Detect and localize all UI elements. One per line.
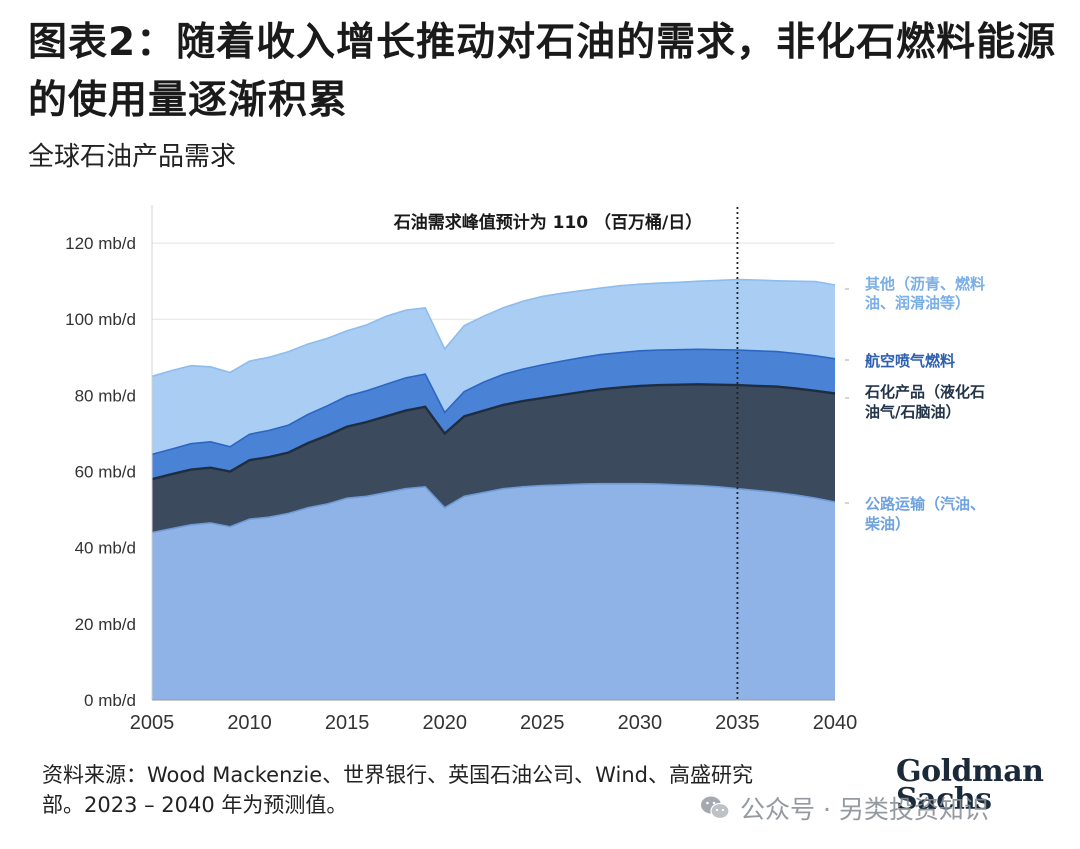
y-tick-label: 0 mb/d [84,691,136,710]
source-note: 资料来源：Wood Mackenzie、世界银行、英国石油公司、Wind、高盛研… [42,760,842,820]
y-tick-label: 120 mb/d [65,234,136,253]
legend-label: 其他（沥青、燃料 [865,275,985,293]
x-tick-label: 2030 [618,712,663,734]
series-edge-2 [151,383,836,481]
logo-line-1: Goldman [896,754,1044,789]
peak-annotation: 石油需求峰值预计为 110 （百万桶/日） [393,212,703,233]
wechat-icon [701,796,730,820]
area-series-4 [152,279,835,455]
y-tick-label: 40 mb/d [75,539,136,558]
legend-label: 石化产品（液化石 [864,383,985,401]
x-tick-label: 2005 [130,712,175,734]
y-tick-label: 100 mb/d [65,310,136,329]
wechat-watermark: 公众号 · 另类投资知识 [700,790,989,826]
legend-label: 油气/石脑油） [865,403,960,421]
goldman-sachs-logo: Goldman Sachs [896,754,1044,817]
area-series-3 [152,349,835,480]
logo-line-2: Sachs [896,782,992,817]
source-line-2: 部。2023 – 2040 年为预测值。 [42,793,348,817]
area-series-1 [152,483,835,700]
series-edge-3 [151,348,836,456]
x-tick-label: 2020 [422,712,467,734]
legend-label: 柴油） [864,515,910,533]
legend-label: 航空喷气燃料 [865,352,955,370]
x-tick-label: 2035 [715,712,760,734]
x-tick-label: 2040 [813,712,858,734]
y-tick-label: 20 mb/d [75,615,136,634]
y-tick-label: 80 mb/d [75,386,136,405]
y-tick-label: 60 mb/d [75,463,136,482]
source-line-1: 资料来源：Wood Mackenzie、世界银行、英国石油公司、Wind、高盛研… [42,763,753,787]
watermark-text: 公众号 · 另类投资知识 [740,795,989,824]
area-series-2 [152,384,835,533]
x-tick-label: 2025 [520,712,565,734]
series-edge-1 [151,482,836,534]
chart-subtitle: 全球石油产品需求 [28,142,237,172]
series-edge-4 [151,278,836,378]
page-title: 图表2：随着收入增长推动对石油的需求，非化石燃料能源的使用量逐渐积累 [28,20,1057,123]
legend-label: 油、润滑油等） [865,294,970,312]
legend-label: 公路运输（汽油、 [865,495,985,513]
x-tick-label: 2010 [227,712,272,734]
x-tick-label: 2015 [325,712,370,734]
